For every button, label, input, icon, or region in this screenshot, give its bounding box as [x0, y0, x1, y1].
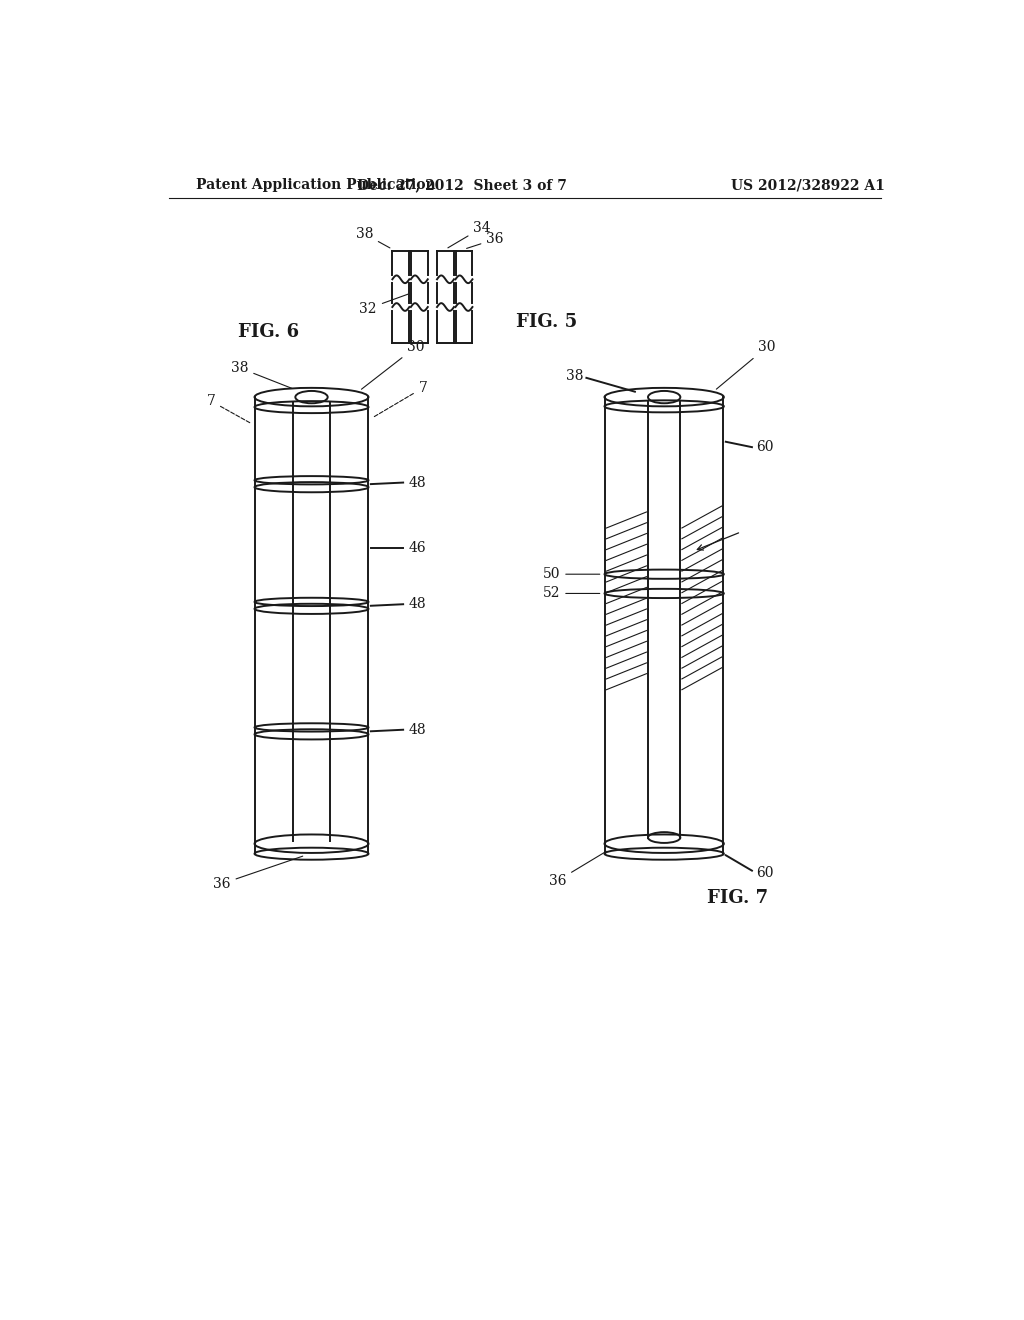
Text: FIG. 5: FIG. 5	[515, 313, 577, 330]
Text: 60: 60	[756, 866, 773, 880]
Text: 46: 46	[409, 541, 426, 554]
Text: 30: 30	[717, 341, 775, 389]
Text: 7: 7	[373, 381, 427, 417]
Text: FIG. 7: FIG. 7	[707, 888, 768, 907]
Text: 38: 38	[355, 227, 390, 248]
Text: 7: 7	[207, 393, 250, 422]
Text: 52: 52	[543, 586, 600, 601]
Text: FIG. 6: FIG. 6	[239, 322, 299, 341]
Text: 50: 50	[543, 568, 600, 581]
Text: 60: 60	[756, 440, 773, 454]
Text: 38: 38	[566, 368, 584, 383]
Text: 48: 48	[409, 475, 426, 490]
Text: 36: 36	[213, 857, 303, 891]
Text: 36: 36	[467, 232, 504, 248]
Text: 38: 38	[230, 360, 292, 388]
Text: 36: 36	[549, 851, 606, 887]
Text: 32: 32	[359, 294, 409, 315]
Text: 48: 48	[409, 597, 426, 611]
Text: Dec. 27, 2012  Sheet 3 of 7: Dec. 27, 2012 Sheet 3 of 7	[356, 178, 566, 193]
Text: 48: 48	[409, 723, 426, 737]
Text: Patent Application Publication: Patent Application Publication	[196, 178, 435, 193]
Text: US 2012/328922 A1: US 2012/328922 A1	[731, 178, 885, 193]
Text: 34: 34	[447, 220, 490, 248]
Text: 30: 30	[361, 341, 425, 389]
